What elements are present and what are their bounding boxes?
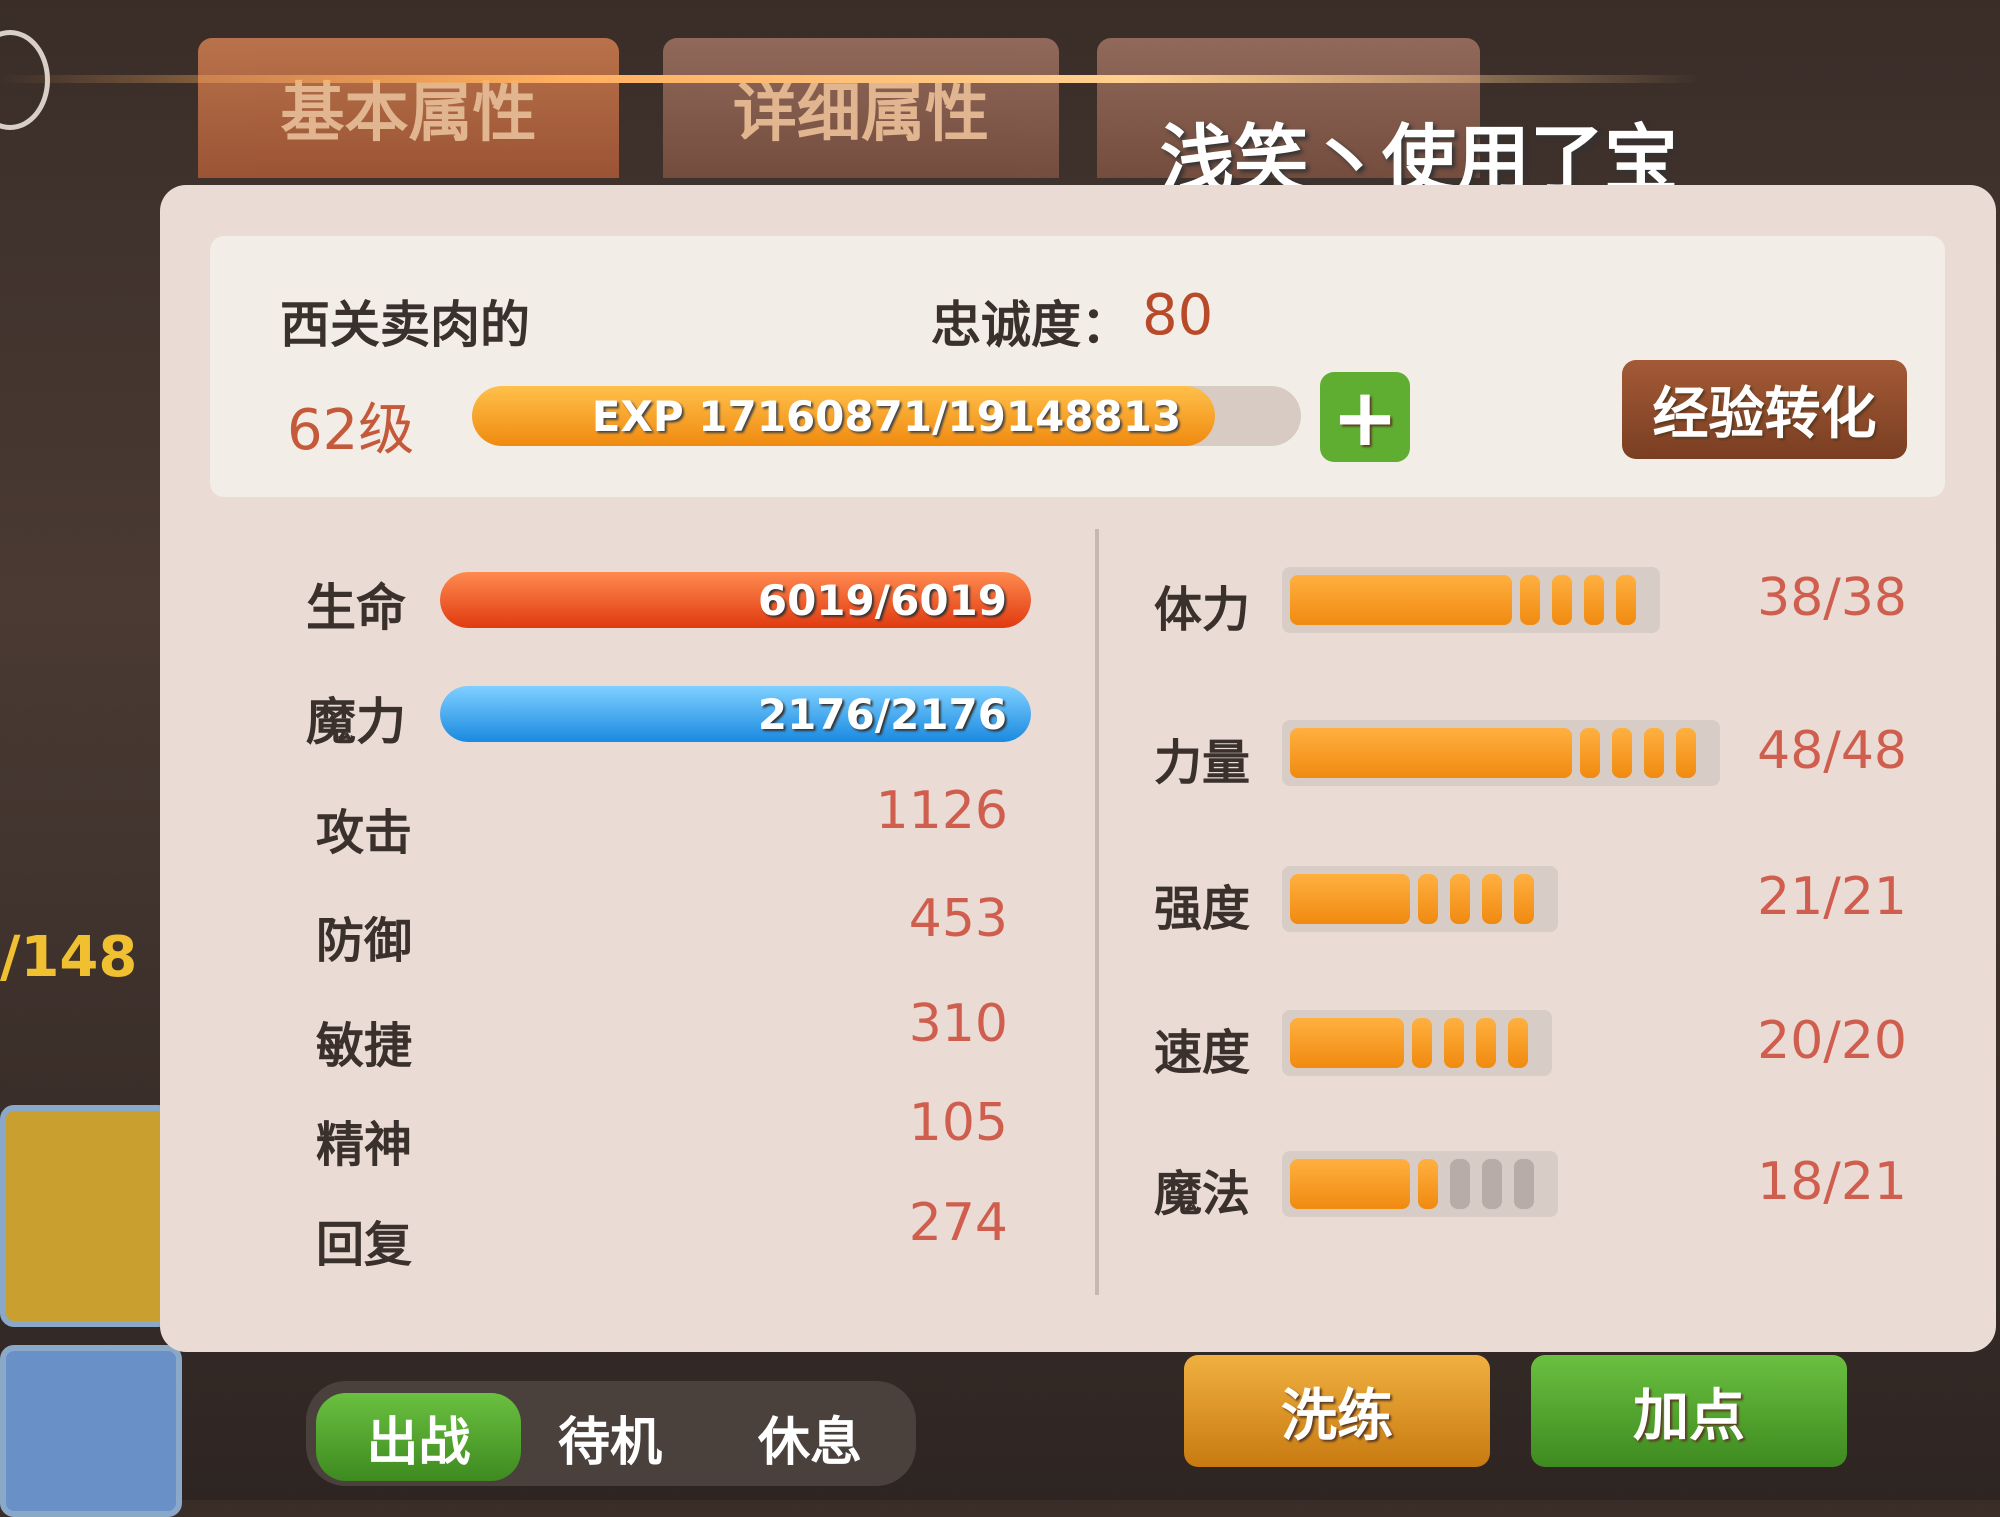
tab[interactable]	[1097, 38, 1480, 178]
attribute-value: 20/20	[1757, 1011, 1907, 1071]
stat-label: 精神	[316, 1117, 413, 1173]
reroll-button[interactable]: 洗练	[1184, 1355, 1490, 1467]
stat-value: 1126	[875, 781, 1008, 841]
stat-bar-text: 2176/2176	[757, 689, 1007, 739]
attribute-value: 48/48	[1757, 721, 1907, 781]
add-point-button[interactable]: 加点	[1531, 1355, 1847, 1467]
attribute-segment	[1644, 728, 1664, 778]
loyalty-label: 忠诚度：	[931, 296, 1131, 354]
attribute-label: 体力	[1154, 582, 1251, 638]
attribute-fill	[1290, 728, 1572, 778]
attribute-segment	[1482, 1159, 1502, 1209]
tab[interactable]: 详细属性	[663, 38, 1059, 178]
attribute-segment	[1450, 874, 1470, 924]
stat-bar-fill	[440, 572, 1031, 628]
stat-label: 回复	[316, 1217, 413, 1273]
stat-bar: 6019/6019	[440, 572, 1031, 628]
attribute-bar	[1282, 1010, 1552, 1076]
attribute-segment	[1450, 1159, 1470, 1209]
attribute-fill	[1290, 874, 1410, 924]
attribute-segment	[1508, 1018, 1528, 1068]
status-option[interactable]: 休息	[757, 1412, 862, 1473]
attribute-value: 18/21	[1757, 1152, 1907, 1212]
stat-label: 防御	[316, 913, 413, 969]
stat-bar: 2176/2176	[440, 686, 1031, 742]
pet-avatar[interactable]	[0, 1105, 172, 1327]
attribute-value: 21/21	[1757, 867, 1907, 927]
attribute-segment	[1514, 1159, 1534, 1209]
divider	[1095, 529, 1099, 1295]
stat-bar-fill	[440, 686, 1031, 742]
exp-bar: EXP 17160871/19148813	[472, 386, 1301, 446]
exp-fill	[472, 386, 1215, 446]
pet-avatar[interactable]	[0, 1345, 182, 1517]
stat-label: 魔力	[306, 693, 406, 751]
attribute-fill	[1290, 575, 1512, 625]
add-exp-button[interactable]: +	[1320, 371, 1410, 464]
side-count: /148	[0, 925, 138, 990]
loyalty-value: 80	[1142, 283, 1214, 348]
stat-label: 生命	[306, 579, 406, 637]
attribute-bar	[1282, 866, 1558, 932]
attribute-fill	[1290, 1018, 1404, 1068]
exp-text: EXP 17160871/19148813	[591, 391, 1182, 441]
stat-bar-text: 6019/6019	[757, 575, 1007, 625]
attribute-label: 魔法	[1154, 1166, 1251, 1222]
glow-line	[0, 75, 1700, 83]
tab[interactable]: 基本属性	[198, 38, 619, 178]
attribute-bar	[1282, 720, 1720, 786]
attribute-segment	[1482, 874, 1502, 924]
stat-value: 105	[908, 1093, 1008, 1153]
attribute-segment	[1676, 728, 1696, 778]
attribute-fill	[1290, 1159, 1410, 1209]
stat-value: 453	[908, 889, 1008, 949]
attribute-value: 38/38	[1757, 568, 1907, 628]
attribute-segment	[1514, 874, 1534, 924]
stat-value: 274	[908, 1193, 1008, 1253]
status-option[interactable]: 出战	[316, 1393, 521, 1481]
attribute-label: 力量	[1154, 735, 1251, 791]
attribute-bar	[1282, 1151, 1558, 1217]
attribute-label: 速度	[1154, 1025, 1251, 1081]
attribute-segment	[1476, 1018, 1496, 1068]
pet-name: 西关卖肉的	[280, 296, 530, 354]
attribute-bar	[1282, 567, 1660, 633]
attribute-segment	[1412, 1018, 1432, 1068]
convert-button[interactable]: 经验转化	[1622, 360, 1907, 459]
stat-label: 敏捷	[316, 1018, 413, 1074]
attribute-segment	[1552, 575, 1572, 625]
attribute-segment	[1444, 1018, 1464, 1068]
level: 62级	[287, 398, 415, 463]
attribute-segment	[1584, 575, 1604, 625]
attribute-label: 强度	[1154, 881, 1251, 937]
attribute-segment	[1520, 575, 1540, 625]
status-option[interactable]: 待机	[557, 1412, 662, 1473]
attribute-segment	[1418, 874, 1438, 924]
attribute-segment	[1580, 728, 1600, 778]
attribute-segment	[1616, 575, 1636, 625]
stat-value: 310	[908, 994, 1008, 1054]
attribute-segment	[1418, 1159, 1438, 1209]
attribute-segment	[1612, 728, 1632, 778]
stat-label: 攻击	[316, 805, 413, 861]
